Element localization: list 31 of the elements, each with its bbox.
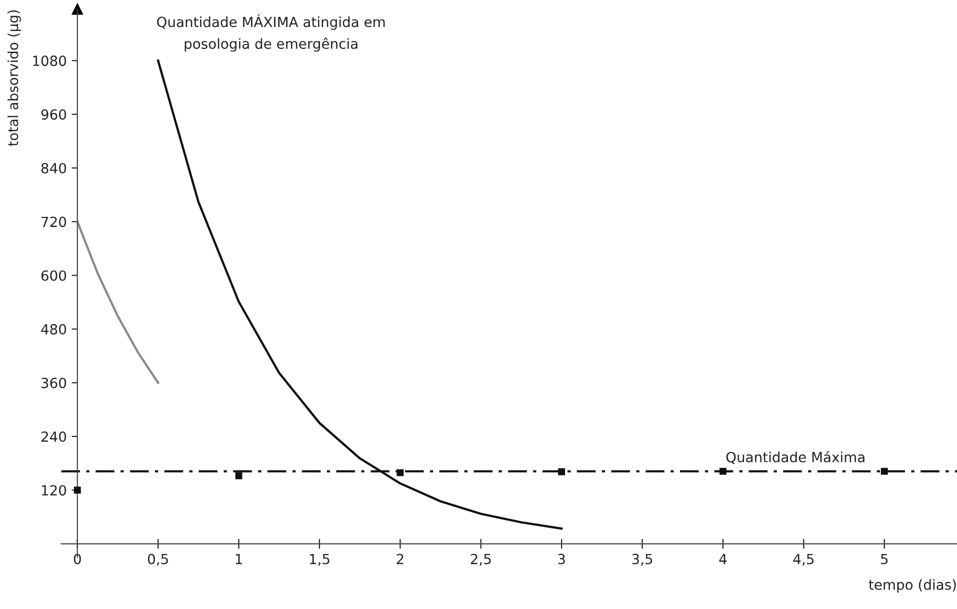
x-tick-label: 4,5 [793, 554, 814, 566]
line-series [76, 220, 160, 384]
point [74, 486, 81, 494]
point [558, 468, 566, 476]
y-tick-label: 600 [41, 270, 66, 281]
annotation: Quantidade MÁXIMA atingida em posologia de emergência [157, 14, 385, 52]
y-tick-label: 240 [41, 431, 66, 442]
point [235, 472, 242, 480]
y-tick-label: 840 [41, 162, 66, 174]
y-tick-label: 360 [42, 378, 66, 388]
y-tick-label: 120 [42, 485, 66, 496]
x-tick-label: 2,5 [470, 554, 491, 566]
ref-line-label: Quantidade Máxima [726, 451, 864, 464]
x-tick-label: 1 [236, 554, 242, 564]
x-tick-label: 3 [558, 554, 565, 564]
x-tick-label: 0 [74, 554, 81, 564]
point [880, 468, 888, 475]
y-tick-label: 480 [41, 324, 66, 335]
x-tick-label: 3,5 [632, 554, 652, 566]
point [396, 469, 404, 476]
x-axis-title: tempo (dias) [868, 579, 956, 593]
y-tick-label: 960 [41, 109, 66, 120]
x-tick-label: 5 [881, 554, 888, 564]
x-tick-label: 0,5 [148, 554, 168, 566]
y-tick-label: 720 [42, 216, 66, 228]
x-tick-label: 4 [719, 554, 727, 564]
point [720, 468, 726, 475]
x-tick-label: 2 [396, 554, 404, 564]
y-axis-title: total absorvido (μg) [7, 10, 21, 146]
x-tick-label: 1,5 [310, 554, 330, 566]
y-tick-label: 1080 [33, 56, 66, 66]
